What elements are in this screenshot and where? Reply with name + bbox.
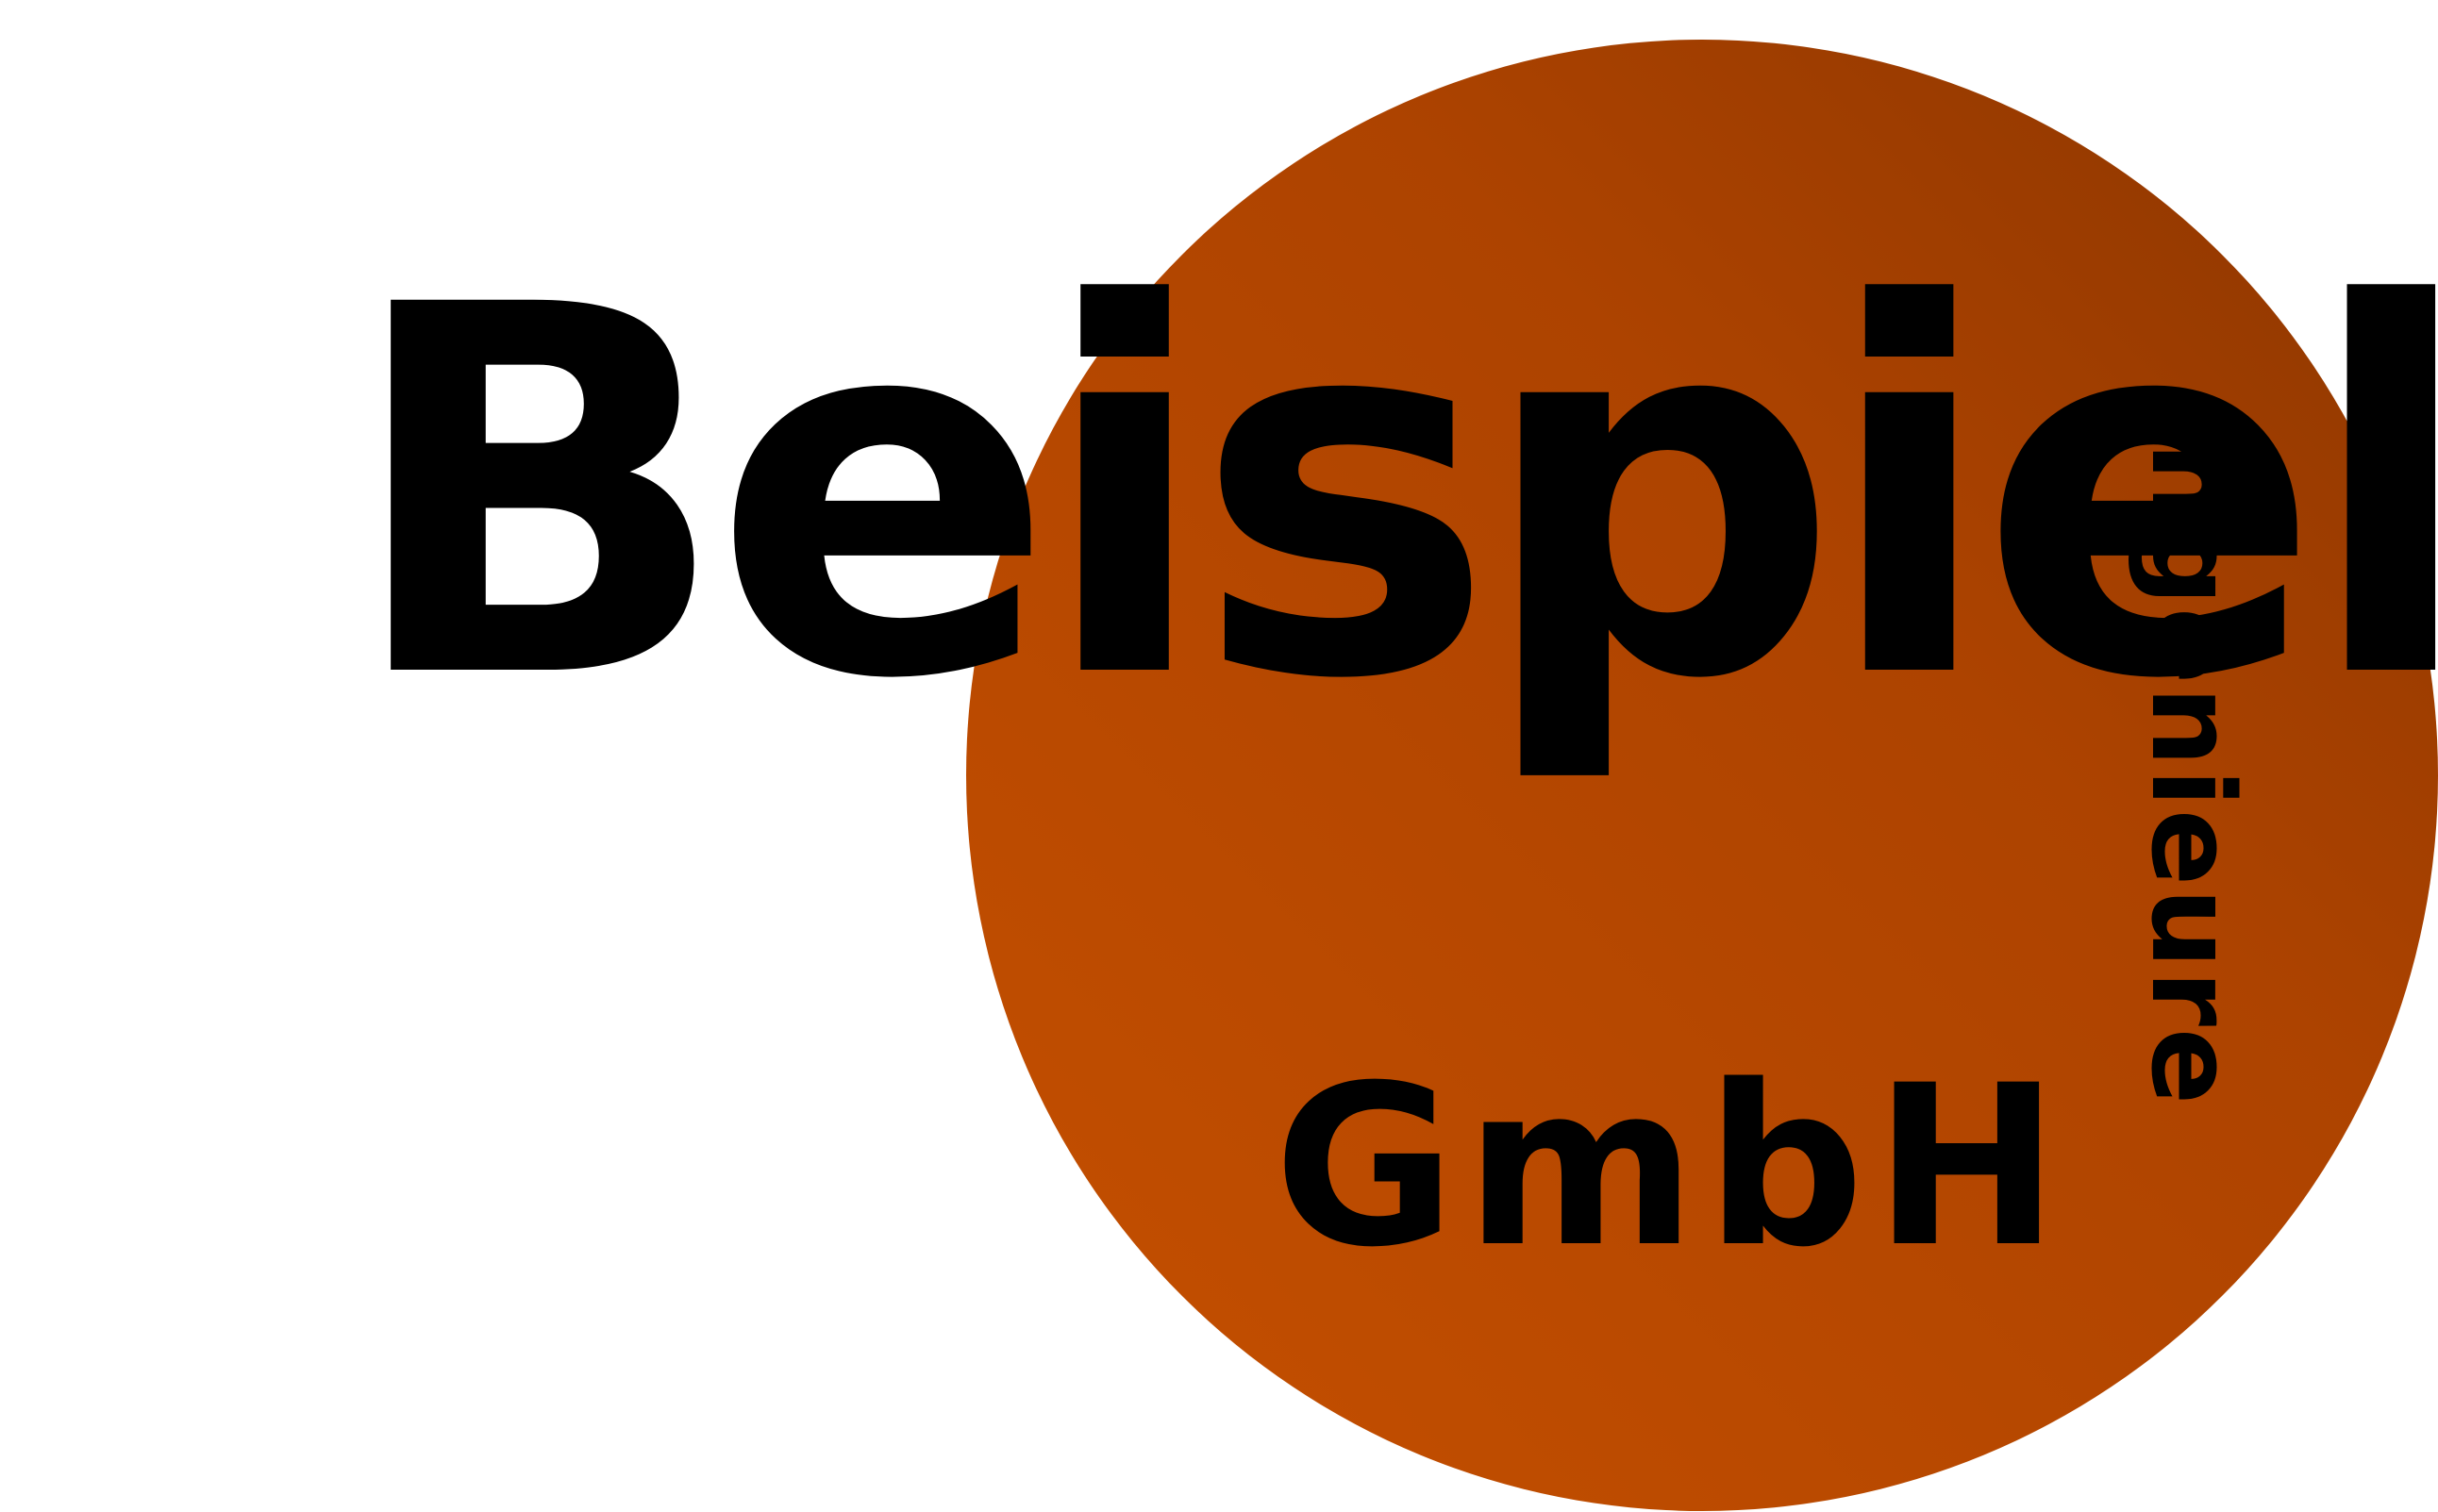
brand-name: Beispiel <box>344 199 2438 789</box>
legal-form: GmbH <box>1274 1038 2069 1296</box>
orange-gradient-circle <box>966 40 2438 1511</box>
tagline-vertical: Ingenieure <box>2126 398 2257 1107</box>
